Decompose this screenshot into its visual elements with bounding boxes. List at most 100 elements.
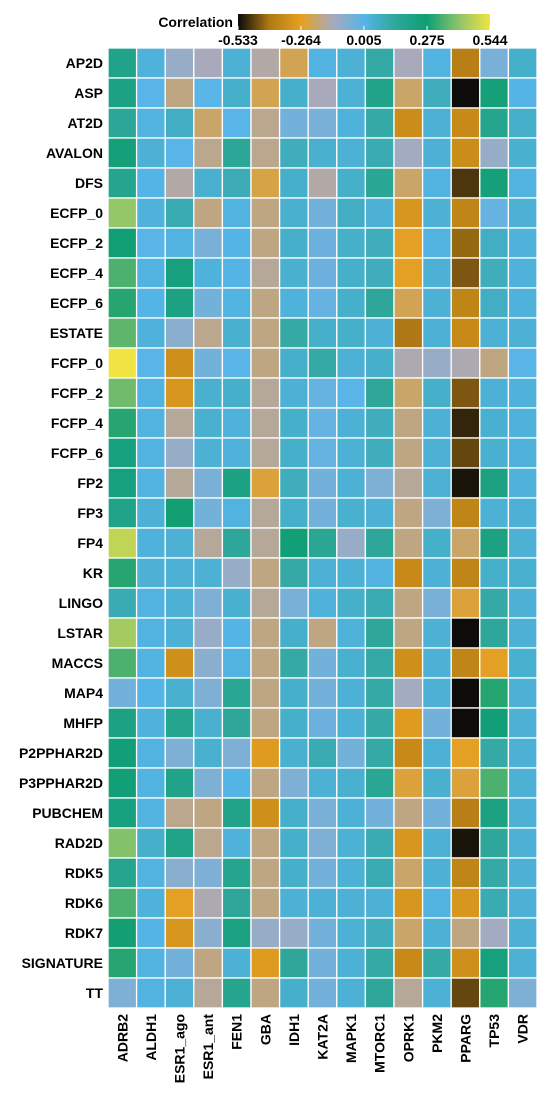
heatmap-cell bbox=[250, 827, 281, 859]
row-label: ECFP_4 bbox=[50, 265, 103, 281]
heatmap-cell bbox=[450, 887, 481, 919]
heatmap-cell bbox=[250, 767, 281, 799]
heatmap-cell bbox=[164, 617, 195, 649]
heatmap-cell bbox=[393, 917, 424, 949]
heatmap-cell bbox=[250, 647, 281, 679]
heatmap-cell bbox=[507, 767, 538, 799]
heatmap-cell bbox=[107, 857, 138, 889]
heatmap-cell bbox=[164, 887, 195, 919]
heatmap-cell bbox=[336, 587, 367, 619]
heatmap-cell bbox=[278, 977, 309, 1009]
heatmap-cell bbox=[135, 317, 166, 349]
heatmap-cell bbox=[364, 77, 395, 109]
column-label: IDH1 bbox=[286, 1014, 302, 1046]
heatmap-cell bbox=[393, 317, 424, 349]
heatmap-cell bbox=[164, 347, 195, 379]
heatmap-cell bbox=[107, 167, 138, 199]
heatmap-cell bbox=[450, 677, 481, 709]
heatmap-cell bbox=[164, 947, 195, 979]
heatmap-cell bbox=[336, 917, 367, 949]
heatmap-cell bbox=[164, 77, 195, 109]
heatmap-cell bbox=[507, 197, 538, 229]
heatmap-cell bbox=[479, 977, 510, 1009]
heatmap-cell bbox=[164, 137, 195, 169]
heatmap-cell bbox=[278, 407, 309, 439]
heatmap-cell bbox=[250, 107, 281, 139]
heatmap-cell bbox=[250, 887, 281, 919]
heatmap-cell bbox=[336, 287, 367, 319]
row-label: DFS bbox=[75, 175, 103, 191]
heatmap-cell bbox=[278, 107, 309, 139]
heatmap-cell bbox=[193, 137, 224, 169]
heatmap-cell bbox=[450, 857, 481, 889]
heatmap-cell bbox=[507, 257, 538, 289]
heatmap-cell bbox=[107, 767, 138, 799]
heatmap-cell bbox=[193, 467, 224, 499]
heatmap-cell bbox=[278, 137, 309, 169]
heatmap-cell bbox=[278, 617, 309, 649]
heatmap-cell bbox=[135, 287, 166, 319]
heatmap-cell bbox=[421, 737, 452, 769]
heatmap-cell bbox=[421, 677, 452, 709]
heatmap-cell bbox=[507, 617, 538, 649]
heatmap-cell bbox=[393, 647, 424, 679]
heatmap-cell bbox=[450, 767, 481, 799]
heatmap-cell bbox=[421, 257, 452, 289]
heatmap-cell bbox=[193, 917, 224, 949]
heatmap-cell bbox=[250, 917, 281, 949]
heatmap-cell bbox=[336, 137, 367, 169]
heatmap-cell bbox=[421, 707, 452, 739]
heatmap-cell bbox=[479, 137, 510, 169]
heatmap-cell bbox=[221, 197, 252, 229]
heatmap-cell bbox=[278, 917, 309, 949]
heatmap-cell bbox=[507, 407, 538, 439]
heatmap-cell bbox=[421, 917, 452, 949]
heatmap-cell bbox=[193, 287, 224, 319]
heatmap-cell bbox=[250, 677, 281, 709]
heatmap-cell bbox=[193, 707, 224, 739]
heatmap-cell bbox=[278, 437, 309, 469]
heatmap-cell bbox=[307, 767, 338, 799]
heatmap-cell bbox=[479, 257, 510, 289]
heatmap-cell bbox=[221, 167, 252, 199]
heatmap-cell bbox=[278, 467, 309, 499]
heatmap-cell bbox=[278, 707, 309, 739]
heatmap-cell bbox=[107, 947, 138, 979]
heatmap-cell bbox=[479, 887, 510, 919]
heatmap-cell bbox=[307, 587, 338, 619]
heatmap-cell bbox=[479, 707, 510, 739]
heatmap-cell bbox=[307, 527, 338, 559]
heatmap-cell bbox=[450, 77, 481, 109]
heatmap-cell bbox=[421, 287, 452, 319]
heatmap-cell bbox=[421, 497, 452, 529]
heatmap-cell bbox=[450, 257, 481, 289]
heatmap-cell bbox=[107, 47, 138, 79]
heatmap-cell bbox=[450, 557, 481, 589]
heatmap-cell bbox=[479, 857, 510, 889]
heatmap-cell bbox=[135, 557, 166, 589]
heatmap-cell bbox=[250, 317, 281, 349]
heatmap-cell bbox=[507, 917, 538, 949]
heatmap-cell bbox=[250, 857, 281, 889]
column-label: VDR bbox=[515, 1014, 531, 1044]
heatmap-cell bbox=[250, 377, 281, 409]
heatmap-cell bbox=[307, 167, 338, 199]
heatmap-cell bbox=[364, 227, 395, 259]
heatmap-cell bbox=[393, 587, 424, 619]
heatmap-cell bbox=[164, 317, 195, 349]
heatmap-cell bbox=[479, 317, 510, 349]
row-label: MAP4 bbox=[64, 685, 103, 701]
heatmap-cell bbox=[507, 287, 538, 319]
heatmap-cell bbox=[421, 77, 452, 109]
heatmap-cell bbox=[278, 677, 309, 709]
heatmap-cell bbox=[393, 857, 424, 889]
heatmap-cell bbox=[336, 827, 367, 859]
heatmap-cell bbox=[164, 197, 195, 229]
heatmap-cell bbox=[193, 647, 224, 679]
heatmap-cell bbox=[193, 77, 224, 109]
heatmap-cell bbox=[221, 377, 252, 409]
heatmap-cell bbox=[107, 227, 138, 259]
heatmap-cell bbox=[221, 977, 252, 1009]
heatmap-cell bbox=[107, 557, 138, 589]
heatmap-cell bbox=[278, 227, 309, 259]
